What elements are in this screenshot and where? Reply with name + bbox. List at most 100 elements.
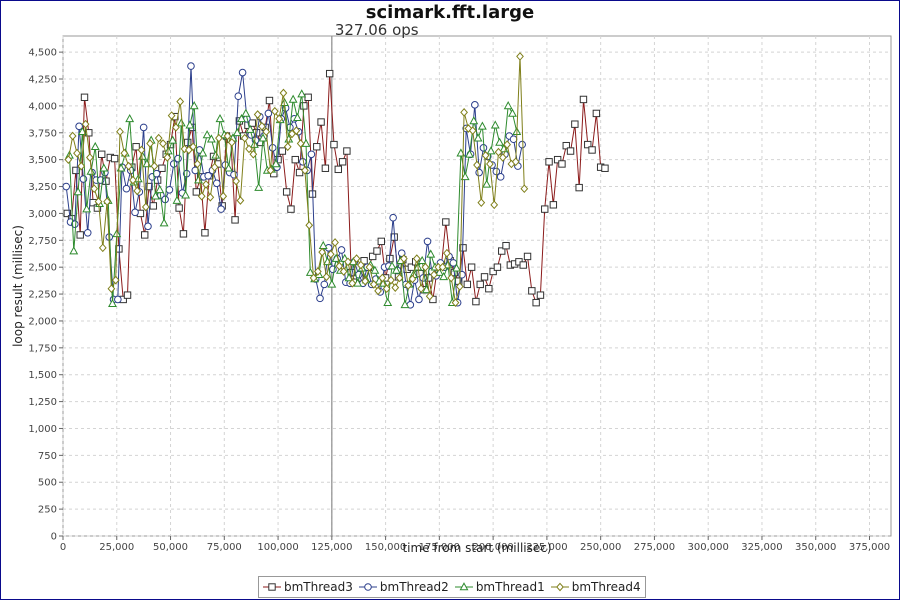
data-point [111, 275, 120, 285]
x-tick-label: 225,000 [526, 542, 567, 553]
legend: bmThread3 bmThread2 bmThread1 bmThread4 [258, 576, 646, 598]
data-point [592, 109, 601, 118]
data-point [463, 280, 472, 289]
data-point [493, 263, 502, 271]
data-point [579, 95, 588, 104]
data-point [338, 158, 347, 166]
x-axis-label: time from start (millisec) [402, 541, 551, 555]
data-point [232, 176, 240, 186]
data-point [287, 205, 295, 213]
data-point [460, 172, 470, 181]
data-point [236, 196, 245, 205]
data-point [389, 213, 397, 222]
data-point [472, 297, 480, 306]
legend-item: bmThread4 [550, 580, 641, 594]
data-point [253, 110, 262, 119]
data-point [601, 164, 609, 172]
data-point [571, 120, 579, 128]
x-tick-label: 150,000 [365, 542, 406, 553]
data-point [321, 164, 330, 172]
data-point [495, 137, 505, 146]
data-point [248, 119, 256, 127]
data-point [337, 246, 346, 254]
data-point [503, 101, 513, 110]
legend-swatch [263, 583, 281, 591]
data-point [224, 163, 234, 172]
data-point [523, 252, 532, 261]
x-tick-label: 25,000 [99, 542, 134, 553]
data-point [327, 279, 337, 288]
data-point [189, 142, 197, 152]
data-point [204, 171, 212, 180]
data-point [325, 69, 334, 78]
data-point [412, 254, 421, 263]
data-point [378, 273, 387, 283]
data-point [77, 126, 87, 135]
legend-label: bmThread1 [475, 580, 545, 594]
data-point [245, 144, 253, 154]
data-point [387, 261, 397, 270]
data-point [309, 273, 318, 283]
data-point [158, 164, 166, 172]
data-point [73, 148, 81, 158]
data-point [123, 291, 132, 299]
data-point [279, 88, 288, 98]
data-point [468, 126, 477, 135]
data-point [291, 155, 299, 164]
data-point [339, 267, 348, 276]
x-tick-label: 375,000 [849, 542, 890, 553]
data-point [237, 113, 246, 123]
data-point [86, 153, 94, 162]
data-point [116, 127, 124, 137]
data-point [172, 123, 180, 132]
data-point [353, 278, 363, 287]
data-point [477, 121, 487, 130]
data-point [108, 298, 117, 308]
data-point [562, 141, 570, 150]
data-point [159, 139, 167, 148]
data-point [305, 267, 315, 276]
data-point [215, 133, 223, 143]
data-point [455, 282, 464, 291]
data-point [361, 276, 370, 286]
legend-marker [268, 583, 276, 591]
data-point [110, 154, 119, 163]
data-point [400, 299, 410, 309]
data-point [373, 247, 381, 255]
data-point [152, 169, 161, 178]
data-point [198, 148, 208, 157]
data-point [288, 94, 298, 103]
data-point [172, 195, 182, 204]
data-point [473, 133, 483, 142]
x-tick-label: 75,000 [207, 542, 242, 553]
y-tick-label: 3,000 [28, 209, 57, 220]
data-point [179, 230, 188, 238]
y-tick-label: 2,500 [28, 263, 57, 274]
data-point [94, 197, 103, 206]
data-point [301, 138, 311, 147]
data-point [122, 184, 131, 193]
data-point [159, 218, 169, 227]
data-point [79, 175, 88, 183]
data-point [575, 183, 583, 192]
y-tick-label: 2,000 [28, 316, 57, 327]
data-point [167, 111, 176, 120]
data-point [137, 145, 146, 155]
data-point [370, 265, 380, 274]
data-point [516, 52, 524, 61]
data-point [151, 191, 160, 200]
data-point [99, 163, 109, 172]
data-point [192, 188, 201, 196]
y-tick-label: 1,250 [28, 397, 57, 408]
data-point [528, 287, 536, 295]
data-point [503, 140, 511, 149]
data-point [434, 267, 444, 276]
data-point [271, 159, 281, 168]
data-point [144, 222, 152, 231]
data-point [75, 122, 83, 131]
data-point [234, 92, 243, 101]
data-point [231, 216, 239, 224]
data-point [511, 157, 520, 167]
data-point [335, 261, 344, 271]
